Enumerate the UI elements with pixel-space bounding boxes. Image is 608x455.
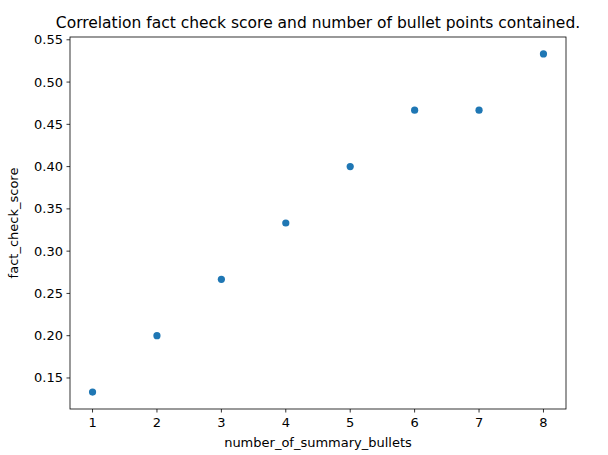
scatter-point: [282, 219, 289, 226]
scatter-point: [89, 388, 96, 395]
y-tick: [67, 293, 71, 294]
y-tick: [67, 377, 71, 378]
y-tick-label: 0.30: [34, 244, 63, 259]
x-tick: [350, 409, 351, 413]
scatter-point: [540, 50, 547, 57]
x-tick-label: 3: [217, 415, 225, 430]
y-tick-label: 0.55: [34, 32, 63, 47]
scatter-point: [153, 332, 160, 339]
x-tick-label: 2: [153, 415, 161, 430]
y-tick: [67, 335, 71, 336]
x-axis-label: number_of_summary_bullets: [224, 435, 412, 450]
y-tick: [67, 208, 71, 209]
x-tick: [156, 409, 157, 413]
chart-title: Correlation fact check score and number …: [56, 14, 580, 32]
y-tick-label: 0.45: [34, 117, 63, 132]
x-tick: [221, 409, 222, 413]
x-tick: [543, 409, 544, 413]
x-tick-label: 5: [346, 415, 354, 430]
y-tick-label: 0.40: [34, 159, 63, 174]
y-tick: [67, 166, 71, 167]
y-axis-label: fact_check_score: [6, 168, 21, 279]
y-tick-label: 0.15: [34, 370, 63, 385]
x-tick-label: 1: [88, 415, 96, 430]
y-tick: [67, 39, 71, 40]
x-tick: [414, 409, 415, 413]
y-tick-label: 0.20: [34, 328, 63, 343]
scatter-point: [347, 163, 354, 170]
x-tick: [285, 409, 286, 413]
x-tick: [479, 409, 480, 413]
plot-frame: [70, 37, 566, 409]
x-tick: [92, 409, 93, 413]
y-tick: [67, 251, 71, 252]
x-tick-label: 4: [282, 415, 290, 430]
chart-svg: 1 2 3 4 5 6 7 8 0.15 0.20 0.25 0.30 0.35 0.40 0.45 0.50…: [0, 0, 608, 455]
scatter-point: [411, 107, 418, 114]
scatter-point: [218, 276, 225, 283]
x-tick-label: 7: [475, 415, 483, 430]
y-tick: [67, 124, 71, 125]
chart-container: 1 2 3 4 5 6 7 8 0.15 0.20 0.25 0.30 0.35 0.40 0.45 0.50…: [0, 0, 608, 455]
x-tick-label: 6: [410, 415, 418, 430]
y-tick-label: 0.50: [34, 75, 63, 90]
y-tick-label: 0.35: [34, 201, 63, 216]
scatter-point: [475, 107, 482, 114]
y-tick-label: 0.25: [34, 286, 63, 301]
y-tick: [67, 82, 71, 83]
x-tick-label: 8: [539, 415, 547, 430]
points: [89, 50, 547, 395]
